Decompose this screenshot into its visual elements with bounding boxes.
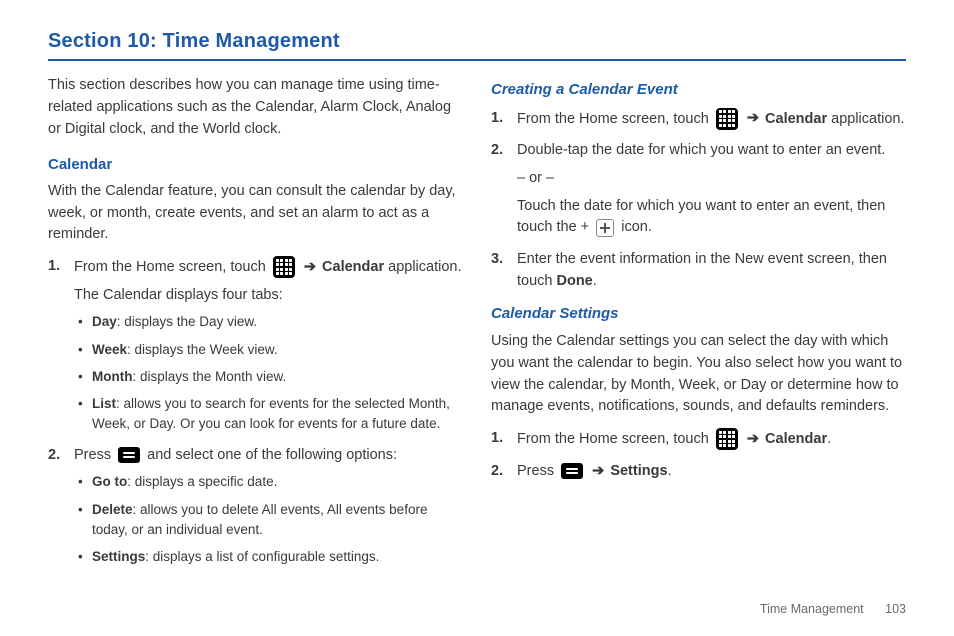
arrow-icon: ➔: [747, 110, 759, 126]
opt-label: Go to: [92, 474, 127, 489]
right-column: Creating a Calendar Event 1. From the Ho…: [491, 75, 906, 577]
columns: This section describes how you can manag…: [48, 75, 906, 577]
step-text: Double-tap the date for which you want t…: [517, 142, 885, 158]
step-number: 2.: [491, 461, 503, 483]
or-divider: – or –: [517, 168, 906, 190]
step-alt-post: icon.: [621, 219, 652, 235]
page-number: 103: [885, 602, 906, 616]
page-footer: Time Management 103: [760, 602, 906, 616]
footer-title: Time Management: [760, 602, 864, 616]
tab-week: Week: displays the Week view.: [92, 340, 463, 360]
step-number: 1.: [48, 256, 60, 278]
step-text-tail: application.: [388, 259, 461, 275]
tab-month: Month: displays the Month view.: [92, 367, 463, 387]
menu-icon: [561, 463, 583, 479]
step-number: 1.: [491, 428, 503, 450]
step-tail: .: [827, 431, 831, 447]
step-number: 1.: [491, 108, 503, 130]
step-number: 2.: [48, 445, 60, 467]
tab-desc: : displays the Day view.: [117, 314, 257, 329]
settings-label: Settings: [610, 463, 667, 479]
opt-desc: : displays a specific date.: [127, 474, 277, 489]
opt-label: Delete: [92, 502, 133, 517]
calendar-app-label: Calendar: [322, 259, 384, 275]
apps-icon: [273, 256, 295, 278]
tab-desc: : displays the Week view.: [127, 342, 278, 357]
step-number: 2.: [491, 140, 503, 162]
tab-label: Day: [92, 314, 117, 329]
s-step-1: 1. From the Home screen, touch ➔ Calenda…: [517, 428, 906, 451]
section-rule: [48, 59, 906, 61]
step-text: From the Home screen, touch: [517, 431, 713, 447]
creating-event-steps: 1. From the Home screen, touch ➔ Calenda…: [491, 108, 906, 293]
opt-goto: Go to: displays a specific date.: [92, 472, 463, 492]
arrow-icon: ➔: [592, 463, 604, 479]
done-label: Done: [557, 273, 593, 289]
step-tail: .: [593, 273, 597, 289]
tab-desc: : displays the Month view.: [132, 369, 286, 384]
apps-icon: [716, 428, 738, 450]
step-text: Press: [517, 463, 558, 479]
c-step-2: 2. Double-tap the date for which you wan…: [517, 140, 906, 239]
step-subtext: The Calendar displays four tabs:: [74, 285, 463, 307]
tab-label: Week: [92, 342, 127, 357]
calendar-settings-steps: 1. From the Home screen, touch ➔ Calenda…: [491, 428, 906, 482]
step-number: 3.: [491, 249, 503, 271]
opt-desc: : displays a list of configurable settin…: [145, 549, 379, 564]
tab-label: List: [92, 396, 116, 411]
tab-desc: : allows you to search for events for th…: [92, 396, 450, 431]
calendar-app-label: Calendar: [765, 431, 827, 447]
step-text: Press: [74, 447, 115, 463]
intro-text: This section describes how you can manag…: [48, 75, 463, 140]
tab-day: Day: displays the Day view.: [92, 312, 463, 332]
step-1: 1. From the Home screen, touch ➔ Calenda…: [74, 256, 463, 435]
step-text: From the Home screen, touch: [74, 259, 270, 275]
step-text-tail: application.: [831, 110, 904, 126]
options-list: Go to: displays a specific date. Delete:…: [74, 472, 463, 567]
arrow-icon: ➔: [747, 431, 759, 447]
step-tail: .: [668, 463, 672, 479]
tab-label: Month: [92, 369, 132, 384]
calendar-settings-intro: Using the Calendar settings you can sele…: [491, 331, 906, 418]
s-step-2: 2. Press ➔ Settings.: [517, 461, 906, 483]
left-column: This section describes how you can manag…: [48, 75, 463, 577]
opt-desc: : allows you to delete All events, All e…: [92, 502, 427, 537]
opt-delete: Delete: allows you to delete All events,…: [92, 500, 463, 541]
plus-icon: [596, 219, 614, 237]
creating-event-heading: Creating a Calendar Event: [491, 79, 906, 102]
c-step-1: 1. From the Home screen, touch ➔ Calenda…: [517, 108, 906, 131]
calendar-app-label: Calendar: [765, 110, 827, 126]
section-title: Section 10: Time Management: [48, 30, 906, 53]
apps-icon: [716, 108, 738, 130]
calendar-intro: With the Calendar feature, you can consu…: [48, 181, 463, 246]
opt-settings: Settings: displays a list of configurabl…: [92, 547, 463, 567]
calendar-heading: Calendar: [48, 154, 463, 177]
c-step-3: 3. Enter the event information in the Ne…: [517, 249, 906, 293]
opt-label: Settings: [92, 549, 145, 564]
step-2: 2. Press and select one of the following…: [74, 445, 463, 568]
menu-icon: [118, 447, 140, 463]
tabs-list: Day: displays the Day view. Week: displa…: [74, 312, 463, 434]
step-alt: Touch the date for which you want to ent…: [517, 196, 906, 240]
tab-list: List: allows you to search for events fo…: [92, 394, 463, 435]
calendar-steps: 1. From the Home screen, touch ➔ Calenda…: [48, 256, 463, 567]
step-alt-pre: Touch the date for which you want to ent…: [517, 198, 885, 236]
step-text-tail: and select one of the following options:: [147, 447, 397, 463]
step-text: From the Home screen, touch: [517, 110, 713, 126]
arrow-icon: ➔: [304, 259, 316, 275]
calendar-settings-heading: Calendar Settings: [491, 303, 906, 326]
